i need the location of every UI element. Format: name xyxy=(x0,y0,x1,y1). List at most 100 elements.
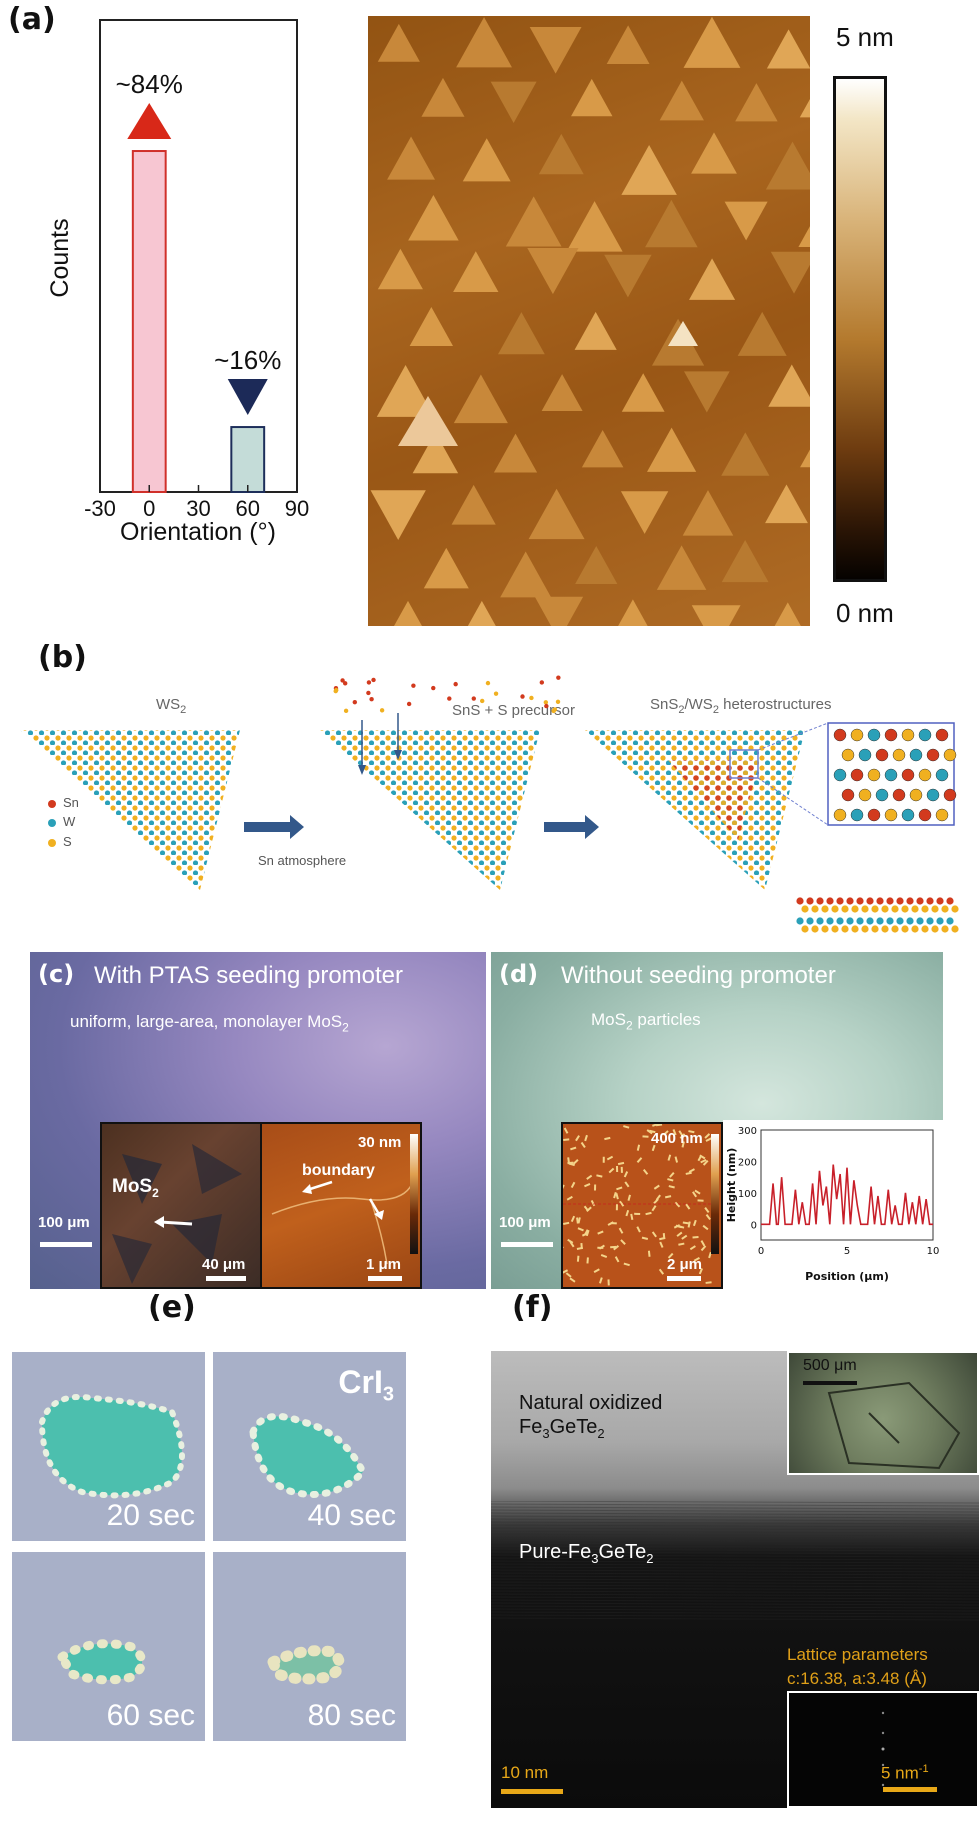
zoom-box xyxy=(729,749,759,779)
x-tick-label-1: 0 xyxy=(143,496,155,521)
fft-scalebar xyxy=(883,1787,937,1792)
legend-w: W xyxy=(48,814,75,829)
inset2-scalebar xyxy=(368,1276,402,1281)
fft-spots xyxy=(881,1711,885,1787)
particle-colorbar xyxy=(711,1134,719,1254)
droplet-20s xyxy=(38,1394,185,1499)
inset2-scalebar-label: 1 μm xyxy=(366,1256,402,1273)
tem-cross-section: Natural oxidized Fe3GeTe2 Pure-Fe3GeTe2 … xyxy=(491,1351,979,1808)
panel-d-optical-image: (d) Without seeding promoter MoS2 partic… xyxy=(491,952,943,1289)
sns2-region xyxy=(668,760,760,840)
inset-scalebar xyxy=(803,1381,857,1385)
profile-x-tick-0: 0 xyxy=(758,1246,764,1257)
height-profile-box: 0 5 10 0 100 200 300 Position (μm) Height (nm) xyxy=(723,1120,943,1289)
afm-triangle-pattern xyxy=(368,16,810,626)
particle-scalebar-label: 2 μm xyxy=(667,1256,703,1273)
cri3-frame-80s: 80 sec xyxy=(213,1552,406,1741)
fft-scalebar-label: 5 nm-1 xyxy=(881,1763,929,1783)
colorbar-min-label: 0 nm xyxy=(836,598,894,628)
arrow-1-icon xyxy=(244,815,304,839)
panel-d-subheading: MoS2 particles xyxy=(591,1010,701,1033)
bar-marker-0-icon xyxy=(127,103,172,140)
afm-inset: 30 nm boundary 1 μm xyxy=(260,1122,422,1289)
cri3-frame-40s: CrI3 40 sec xyxy=(213,1352,406,1541)
cri3-title: CrI3 xyxy=(338,1364,394,1406)
panel-label-a: (a) xyxy=(8,2,56,37)
heterostructure-title: SnS2/WS2 heterostructures xyxy=(650,696,832,716)
panel-d-scalebar-label: 100 μm xyxy=(499,1214,551,1231)
w-dot-icon xyxy=(48,818,56,827)
optical-inset: MoS2 40 μm xyxy=(100,1122,262,1289)
panel-label-b: (b) xyxy=(38,640,87,675)
ws2-monolayer-triangle xyxy=(20,730,240,890)
mos2-inset-label: MoS2 xyxy=(112,1176,159,1200)
sn-dot-icon xyxy=(48,799,56,808)
boundary-label: boundary xyxy=(302,1162,375,1179)
profile-y-tick-0: 0 xyxy=(751,1220,757,1231)
ws2-title: WS2 xyxy=(156,696,187,716)
frame-time-40s: 40 sec xyxy=(307,1499,396,1532)
sn-atmosphere-label: Sn atmosphere xyxy=(258,853,347,868)
particle-pattern xyxy=(563,1124,713,1286)
inset1-scalebar-label: 40 μm xyxy=(202,1256,246,1273)
chart-a-y-label: Counts xyxy=(46,218,74,297)
boundary-arrow-1 xyxy=(306,1180,333,1192)
panel-c-heading: With PTAS seeding promoter xyxy=(94,962,404,989)
side-view-atoms xyxy=(796,897,959,933)
panel-label-e: (e) xyxy=(148,1290,196,1325)
droplet-80s xyxy=(265,1645,345,1685)
ws2-triangle-in-sn-atmosphere xyxy=(320,730,540,890)
frame-time-20s: 20 sec xyxy=(106,1499,195,1532)
panel-label-f: (f) xyxy=(512,1290,553,1325)
inset-scalebar-label: 500 μm xyxy=(803,1357,857,1374)
inset2-colorbar xyxy=(410,1134,418,1254)
legend-sn: Sn xyxy=(48,795,79,810)
x-tick-label-0: -30 xyxy=(84,496,116,521)
chart-a-x-label: Orientation (°) xyxy=(120,518,276,546)
pure-label: Pure-Fe3GeTe2 xyxy=(519,1541,654,1566)
top-view-atoms xyxy=(833,728,957,822)
mos2-arrow xyxy=(159,1220,193,1226)
droplet-40s xyxy=(249,1412,368,1498)
height-profile-series xyxy=(761,1164,933,1226)
tem-scalebar xyxy=(501,1789,563,1794)
profile-y-tick-1: 100 xyxy=(738,1189,757,1200)
frame-time-60s: 60 sec xyxy=(106,1699,195,1732)
chart-a-x-ticks: -30 0 30 60 90 xyxy=(84,485,309,521)
heterostructure-triangle xyxy=(585,730,805,890)
cri3-frame-20s: 20 sec xyxy=(12,1352,205,1541)
bar-1 xyxy=(230,426,266,493)
legend-s: S xyxy=(48,834,72,849)
profile-x-tick-1: 5 xyxy=(844,1246,850,1257)
x-tick-label-4: 90 xyxy=(285,496,309,521)
bar-marker-1-icon xyxy=(227,379,268,416)
inset1-scalebar xyxy=(206,1276,246,1281)
panel-c-scalebar xyxy=(40,1242,92,1247)
boundary-lines xyxy=(271,1180,413,1265)
frame-time-80s: 80 sec xyxy=(307,1699,396,1732)
lattice-parameters: Lattice parameters c:16.38, a:3.48 (Å) xyxy=(787,1645,928,1688)
colorbar-max-label: 5 nm xyxy=(836,22,894,52)
panel-label-d: (d) xyxy=(499,960,539,988)
s-dot-icon xyxy=(48,838,56,847)
particle-scalebar xyxy=(667,1276,701,1281)
particle-afm-inset: 400 nm 2 μm xyxy=(561,1122,723,1289)
profile-y-tick-2: 200 xyxy=(738,1157,757,1168)
panel-label-c: (c) xyxy=(38,960,75,988)
optical-crystal-inset: 500 μm xyxy=(787,1351,979,1475)
afm-colorbar xyxy=(833,76,887,582)
panel-c-subheading: uniform, large-area, monolayer MoS2 xyxy=(70,1012,349,1035)
x-tick-label-2: 30 xyxy=(186,496,210,521)
afm-height-image xyxy=(368,16,810,626)
tem-scalebar-label: 10 nm xyxy=(501,1763,549,1782)
profile-plot-frame xyxy=(760,1129,934,1241)
panel-c-scalebar-label: 100 μm xyxy=(38,1214,90,1231)
droplet-60s xyxy=(55,1639,147,1685)
synthesis-schematic xyxy=(20,675,959,933)
oxidized-label: Natural oxidized Fe3GeTe2 xyxy=(519,1392,663,1441)
panel-c-optical-image: (c) With PTAS seeding promoter uniform, … xyxy=(30,952,486,1289)
mos2-domain-shapes xyxy=(112,1144,242,1284)
particle-colorbar-label: 400 nm xyxy=(651,1130,703,1147)
